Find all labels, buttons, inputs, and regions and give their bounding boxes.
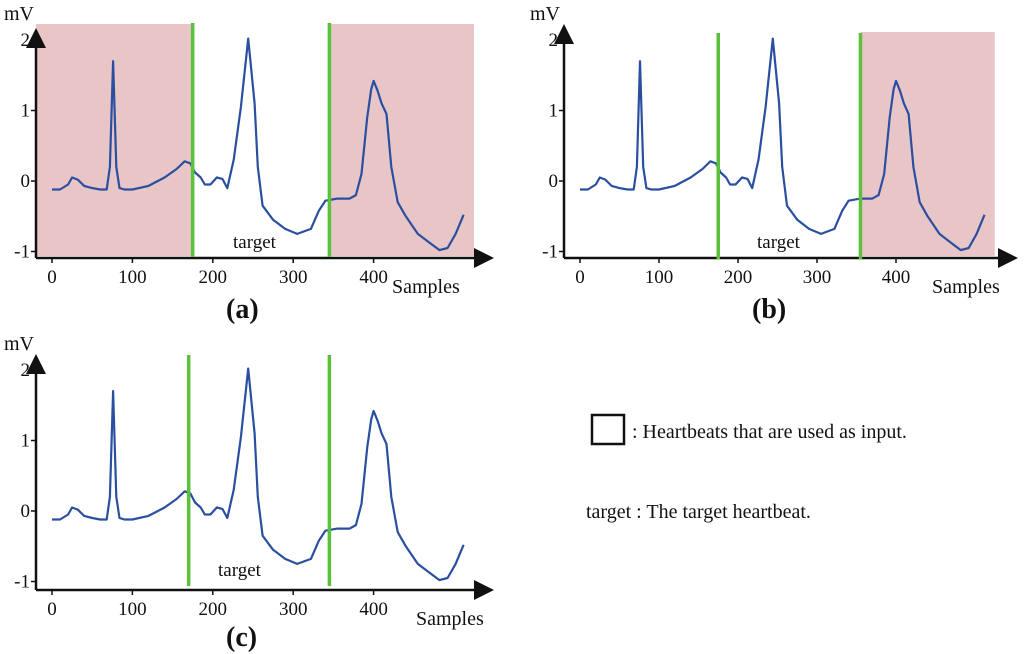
y-axis-unit: mV [4,3,35,25]
y-tick-label: -1 [542,242,558,263]
panel-a: -1 0 1 2 0 100 200 300 400 mV Samples (a) target [4,3,494,325]
legend-input-box-swatch [590,413,626,446]
x-axis-title: Samples [416,608,484,630]
panel-label: (b) [752,294,786,325]
y-tick-label: 1 [549,101,559,122]
x-tick-label: 0 [575,267,585,288]
x-tick-label: 0 [47,599,57,620]
panel-label: (c) [226,622,257,653]
y-tick-label: 1 [21,101,31,122]
x-tick-label: 400 [882,267,911,288]
y-tick-label: 0 [21,171,31,192]
input-heartbeat-region [329,24,474,256]
ecg-signal-line [580,37,986,252]
y-tick-label: 1 [21,431,31,452]
panel-label: (a) [226,294,259,325]
x-tick-label: 0 [47,267,57,288]
ecg-signal-line [52,37,465,252]
target-label: target [218,560,262,581]
x-tick-label: 100 [118,267,147,288]
x-tick-label: 300 [279,599,308,620]
x-tick-label: 400 [359,267,388,288]
x-tick-label: 200 [199,599,228,620]
x-tick-label: 400 [359,599,388,620]
y-tick-label: 2 [549,30,559,51]
y-tick-label: 0 [549,171,559,192]
x-axis-title: Samples [392,276,460,298]
x-axis-title: Samples [932,276,1000,298]
legend: : Heartbeats that are used as input. tar… [586,413,907,523]
y-axis-unit: mV [530,3,561,25]
x-tick-label: 200 [199,267,228,288]
y-tick-label: 2 [21,30,31,51]
x-tick-label: 100 [645,267,674,288]
y-tick-label: 0 [21,501,31,522]
panel-c: -1 0 1 2 0 100 200 300 400 mV Samples (c) target [4,333,494,653]
legend-target-text: target : The target heartbeat. [586,501,811,523]
input-heartbeat-region [860,32,995,256]
panel-b: -1 0 1 2 0 100 200 300 400 mV Samples (b) target [530,3,1018,325]
target-label: target [757,232,801,253]
x-tick-label: 200 [724,267,753,288]
ecg-signal-line [52,367,465,582]
y-tick-label: -1 [14,242,30,263]
x-tick-label: 300 [803,267,832,288]
x-tick-label: 300 [279,267,308,288]
input-heartbeat-region [35,24,193,256]
legend-input-text: : Heartbeats that are used as input. [632,421,907,443]
x-tick-label: 100 [118,599,147,620]
target-label: target [233,232,277,253]
y-axis-unit: mV [4,333,35,355]
y-tick-label: 2 [21,360,31,381]
y-tick-label: -1 [14,572,30,593]
